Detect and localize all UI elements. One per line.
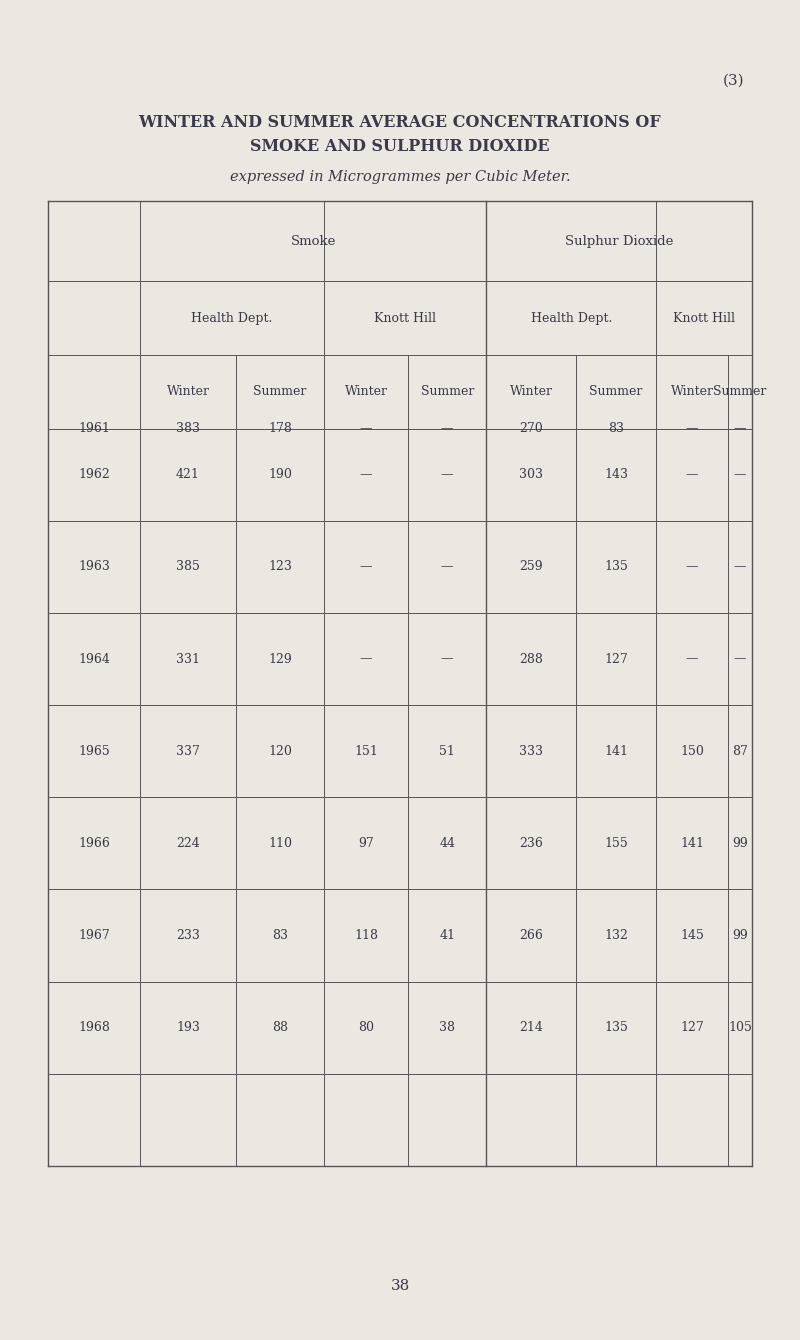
Text: —: — xyxy=(734,469,746,481)
Text: —: — xyxy=(734,653,746,666)
Text: —: — xyxy=(360,560,372,574)
Text: Summer: Summer xyxy=(590,386,642,398)
Text: —: — xyxy=(686,469,698,481)
Text: —: — xyxy=(441,653,454,666)
Text: Summer: Summer xyxy=(714,386,766,398)
Text: Knott Hill: Knott Hill xyxy=(673,312,735,324)
Text: Smoke: Smoke xyxy=(290,234,336,248)
Text: 132: 132 xyxy=(604,929,628,942)
Text: 1965: 1965 xyxy=(78,745,110,757)
Text: 1968: 1968 xyxy=(78,1021,110,1034)
Text: 99: 99 xyxy=(732,838,748,850)
Text: Winter: Winter xyxy=(166,386,210,398)
Text: 155: 155 xyxy=(604,838,628,850)
Text: 110: 110 xyxy=(268,838,292,850)
Text: Summer: Summer xyxy=(421,386,474,398)
Text: 151: 151 xyxy=(354,745,378,757)
Text: 193: 193 xyxy=(176,1021,200,1034)
Text: 44: 44 xyxy=(439,838,455,850)
Text: 135: 135 xyxy=(604,1021,628,1034)
Text: 129: 129 xyxy=(268,653,292,666)
Text: Winter: Winter xyxy=(345,386,387,398)
Text: 190: 190 xyxy=(268,469,292,481)
Text: 118: 118 xyxy=(354,929,378,942)
Text: 80: 80 xyxy=(358,1021,374,1034)
Text: Health Dept.: Health Dept. xyxy=(530,312,612,324)
Text: 178: 178 xyxy=(268,422,292,436)
Text: 266: 266 xyxy=(519,929,543,942)
Text: Sulphur Dioxide: Sulphur Dioxide xyxy=(565,234,674,248)
Text: Winter: Winter xyxy=(670,386,714,398)
Text: —: — xyxy=(686,422,698,436)
Text: 150: 150 xyxy=(680,745,704,757)
Text: 337: 337 xyxy=(176,745,200,757)
Text: 1967: 1967 xyxy=(78,929,110,942)
Text: —: — xyxy=(360,422,372,436)
Text: 87: 87 xyxy=(732,745,748,757)
Text: 38: 38 xyxy=(439,1021,455,1034)
Text: (3): (3) xyxy=(722,74,744,87)
Text: —: — xyxy=(360,653,372,666)
Text: —: — xyxy=(441,560,454,574)
Text: SMOKE AND SULPHUR DIOXIDE: SMOKE AND SULPHUR DIOXIDE xyxy=(250,138,550,155)
Text: 105: 105 xyxy=(728,1021,752,1034)
Text: 51: 51 xyxy=(439,745,455,757)
Text: —: — xyxy=(734,560,746,574)
Text: 83: 83 xyxy=(608,422,624,436)
Text: 41: 41 xyxy=(439,929,455,942)
Text: 127: 127 xyxy=(680,1021,704,1034)
Text: —: — xyxy=(734,422,746,436)
Text: Knott Hill: Knott Hill xyxy=(374,312,436,324)
Text: expressed in Microgrammes per Cubic Meter.: expressed in Microgrammes per Cubic Mete… xyxy=(230,170,570,184)
Text: —: — xyxy=(441,469,454,481)
Text: 1966: 1966 xyxy=(78,838,110,850)
Text: 141: 141 xyxy=(680,838,704,850)
Text: 123: 123 xyxy=(268,560,292,574)
Text: 236: 236 xyxy=(519,838,543,850)
Text: 99: 99 xyxy=(732,929,748,942)
Text: 259: 259 xyxy=(519,560,543,574)
Text: 145: 145 xyxy=(680,929,704,942)
Text: 288: 288 xyxy=(519,653,543,666)
Text: 233: 233 xyxy=(176,929,200,942)
Text: —: — xyxy=(686,560,698,574)
Text: 333: 333 xyxy=(519,745,543,757)
Text: 83: 83 xyxy=(272,929,288,942)
Text: 383: 383 xyxy=(176,422,200,436)
Text: —: — xyxy=(441,422,454,436)
Text: 88: 88 xyxy=(272,1021,288,1034)
Text: WINTER AND SUMMER AVERAGE CONCENTRATIONS OF: WINTER AND SUMMER AVERAGE CONCENTRATIONS… xyxy=(138,114,662,131)
Text: 127: 127 xyxy=(604,653,628,666)
Text: 421: 421 xyxy=(176,469,200,481)
Text: 385: 385 xyxy=(176,560,200,574)
Text: 38: 38 xyxy=(390,1280,410,1293)
Text: 141: 141 xyxy=(604,745,628,757)
Text: 143: 143 xyxy=(604,469,628,481)
Text: 270: 270 xyxy=(519,422,543,436)
Text: Summer: Summer xyxy=(254,386,306,398)
Text: —: — xyxy=(686,653,698,666)
Text: 1963: 1963 xyxy=(78,560,110,574)
Text: Health Dept.: Health Dept. xyxy=(191,312,273,324)
Text: 303: 303 xyxy=(519,469,543,481)
Text: Winter: Winter xyxy=(510,386,553,398)
Text: 120: 120 xyxy=(268,745,292,757)
Text: 331: 331 xyxy=(176,653,200,666)
Text: 135: 135 xyxy=(604,560,628,574)
Text: 97: 97 xyxy=(358,838,374,850)
Text: 224: 224 xyxy=(176,838,200,850)
Text: —: — xyxy=(360,469,372,481)
Text: 1964: 1964 xyxy=(78,653,110,666)
Text: 1962: 1962 xyxy=(78,469,110,481)
Text: 214: 214 xyxy=(519,1021,543,1034)
Text: 1961: 1961 xyxy=(78,422,110,436)
